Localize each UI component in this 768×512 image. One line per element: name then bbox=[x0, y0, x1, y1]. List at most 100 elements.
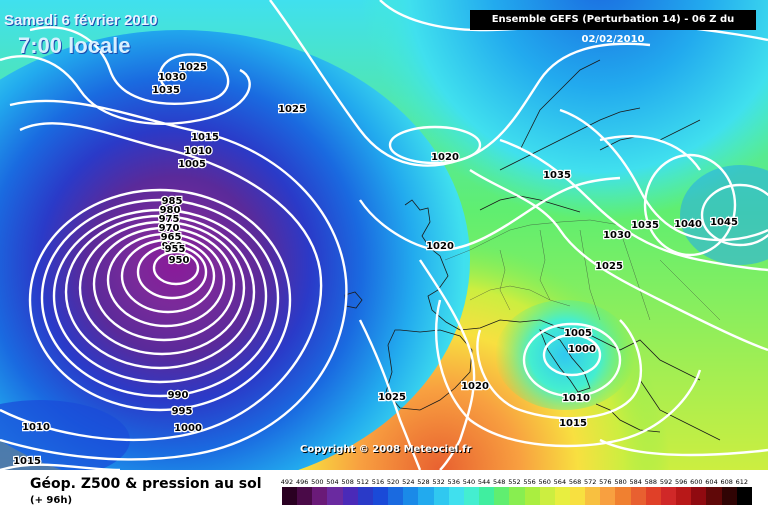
color-scale-cell bbox=[448, 487, 464, 505]
isobar-label: 1020 bbox=[431, 152, 459, 163]
color-scale-label: 608 bbox=[720, 478, 733, 486]
color-scale-label: 500 bbox=[311, 478, 324, 486]
color-scale-cell bbox=[494, 487, 510, 505]
isobar-label: 1020 bbox=[426, 241, 454, 252]
isobar-label-layer: 1025103010351025101510101005985980975970… bbox=[12, 61, 739, 469]
isobar-label: 1035 bbox=[631, 220, 659, 231]
color-scale-cell bbox=[539, 487, 555, 505]
color-scale-label: 568 bbox=[568, 478, 582, 486]
color-scale-label: 576 bbox=[599, 478, 612, 486]
color-scale-cell bbox=[509, 487, 525, 505]
color-scale-cell bbox=[372, 487, 389, 505]
color-scale-label: 592 bbox=[659, 478, 673, 486]
isobar-label: 970 bbox=[159, 223, 180, 234]
map-canvas: 1025 1030 1035 1025 1015 1010 1005 985 980 975 970… bbox=[0, 0, 768, 470]
isobar-label: 1030 bbox=[603, 230, 631, 241]
isobars bbox=[0, 0, 768, 470]
weather-map: 1025103010351025101510101005985980975970… bbox=[0, 0, 768, 470]
color-scale-label: 560 bbox=[538, 478, 551, 486]
color-scale-cell bbox=[342, 487, 358, 505]
color-scale-label: 496 bbox=[295, 478, 309, 486]
color-scale-label: 548 bbox=[493, 478, 506, 486]
forecast-date: Samedi 6 février 2010 bbox=[4, 12, 158, 29]
isobar-label: 990 bbox=[168, 390, 189, 401]
color-scale-cell bbox=[524, 487, 540, 505]
isobar-label: 1015 bbox=[13, 456, 41, 467]
color-scale-cell bbox=[706, 487, 722, 505]
isobar-label: 1040 bbox=[674, 219, 702, 230]
color-scale-cell bbox=[554, 487, 570, 505]
isobar-label: 1035 bbox=[152, 85, 180, 96]
color-scale-cell bbox=[479, 487, 495, 505]
color-scale-cell bbox=[282, 487, 298, 505]
color-scale-cell bbox=[645, 487, 661, 505]
legend-subtitle: (+ 96h) bbox=[30, 495, 73, 506]
color-scale-cell bbox=[327, 487, 343, 505]
color-scale-cell bbox=[297, 487, 313, 505]
color-scale-cell bbox=[418, 487, 434, 505]
isobar-label: 1015 bbox=[191, 132, 219, 143]
color-scale-cell bbox=[630, 487, 646, 505]
color-scale-cell bbox=[463, 487, 480, 505]
isobar-label: 1020 bbox=[461, 381, 489, 392]
color-scale-label: 528 bbox=[417, 478, 430, 486]
color-scale-label: 564 bbox=[553, 478, 567, 486]
color-scale-cell bbox=[736, 487, 752, 505]
color-scale-label: 556 bbox=[523, 478, 536, 486]
isobar-label: 1025 bbox=[595, 261, 623, 272]
color-scale-label: 584 bbox=[629, 478, 642, 486]
color-scale-label: 532 bbox=[432, 478, 445, 486]
isobar-label: 1000 bbox=[568, 344, 596, 355]
color-scale-label: 552 bbox=[508, 478, 521, 486]
isobar-label: 1045 bbox=[710, 217, 738, 228]
color-scale-cell bbox=[569, 487, 586, 505]
isobar-label: 950 bbox=[169, 255, 190, 266]
color-scale-label: 536 bbox=[447, 478, 460, 486]
color-scale-bar bbox=[282, 487, 752, 505]
color-scale-label: 612 bbox=[735, 478, 749, 486]
color-scale-label: 580 bbox=[614, 478, 627, 486]
isobar-label: 1000 bbox=[174, 423, 202, 434]
isobar-label: 1005 bbox=[178, 159, 206, 170]
color-scale-label: 504 bbox=[326, 478, 339, 486]
color-scale-label: 588 bbox=[644, 478, 658, 486]
color-scale-cell bbox=[357, 487, 373, 505]
isobar-label: 1010 bbox=[562, 393, 590, 404]
color-scale-label: 520 bbox=[386, 478, 400, 486]
color-scale-label: 524 bbox=[402, 478, 415, 486]
isobar-label: 1010 bbox=[184, 146, 212, 157]
isobar-label: 1025 bbox=[278, 104, 306, 115]
color-scale-label: 492 bbox=[280, 478, 294, 486]
copyright-notice: Copyright © 2008 Meteociel.fr bbox=[300, 444, 472, 455]
isobar-label: 1030 bbox=[158, 72, 186, 83]
forecast-time: 7:00 locale bbox=[18, 33, 131, 58]
color-scale-label: 604 bbox=[705, 478, 718, 486]
isobar-label: 965 bbox=[161, 232, 182, 243]
color-scale-cell bbox=[388, 487, 404, 505]
color-scale-cell bbox=[403, 487, 419, 505]
color-scale-label: 508 bbox=[341, 478, 354, 486]
isobar-label: 980 bbox=[160, 205, 181, 216]
color-scale: 492 496 500 504 508 512 516 520 524 528 532 536 540 5… bbox=[281, 478, 752, 506]
color-scale-label: 572 bbox=[584, 478, 597, 486]
isobar-label: 1010 bbox=[22, 422, 50, 433]
color-scale-label: 600 bbox=[690, 478, 703, 486]
isobar-label: 1035 bbox=[543, 170, 571, 181]
color-scale-cell bbox=[312, 487, 328, 505]
isobar-label: 995 bbox=[172, 406, 193, 417]
legend-title: Géop. Z500 & pression au sol bbox=[30, 476, 262, 492]
isobar-label: 1005 bbox=[564, 328, 592, 339]
isobar-label: 985 bbox=[162, 196, 183, 207]
isobar-label: 955 bbox=[165, 244, 186, 255]
color-scale-cell bbox=[660, 487, 677, 505]
color-scale-cell bbox=[600, 487, 616, 505]
isobar-label: 975 bbox=[159, 214, 180, 225]
color-scale-label: 516 bbox=[371, 478, 385, 486]
color-scale-cell bbox=[676, 487, 692, 505]
isobar-label: 1025 bbox=[179, 62, 207, 73]
color-scale-label: 544 bbox=[477, 478, 491, 486]
isobar-label: 960 bbox=[162, 241, 183, 252]
isobar-label: 1015 bbox=[559, 418, 587, 429]
color-scale-label: 540 bbox=[462, 478, 476, 486]
borders bbox=[444, 219, 721, 321]
